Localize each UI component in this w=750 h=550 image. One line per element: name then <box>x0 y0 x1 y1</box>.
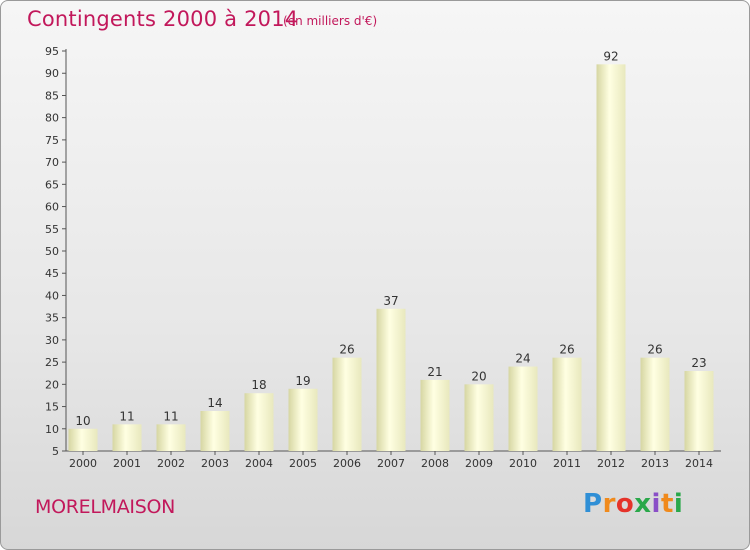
data-label: 10 <box>75 414 90 428</box>
y-tick-label: 70 <box>45 156 59 169</box>
data-labels: 10 11 11 14 18 19 26 37 21 20 24 26 92 26 23 <box>75 49 706 427</box>
y-tick-label: 60 <box>45 201 59 214</box>
x-tick-label: 2010 <box>509 457 537 470</box>
x-tick-label: 2011 <box>553 457 581 470</box>
data-label: 23 <box>691 356 706 370</box>
bar <box>68 428 98 451</box>
chart-title: Contingents 2000 à 2014 <box>27 7 299 31</box>
data-label: 14 <box>207 396 222 410</box>
x-tick-label: 2001 <box>113 457 141 470</box>
y-tick-label: 50 <box>45 245 59 258</box>
bar <box>684 371 714 451</box>
y-tick-label: 55 <box>45 223 59 236</box>
data-label: 26 <box>559 343 574 357</box>
y-tick-label: 80 <box>45 112 59 125</box>
x-tick-label: 2007 <box>377 457 405 470</box>
bar <box>552 357 582 451</box>
y-tick-label: 10 <box>45 423 59 436</box>
x-tick-label: 2000 <box>69 457 97 470</box>
y-tick-label: 30 <box>45 334 59 347</box>
data-label: 21 <box>427 365 442 379</box>
bar <box>288 388 318 451</box>
x-tick-label: 2003 <box>201 457 229 470</box>
bar <box>332 357 362 451</box>
bar <box>508 366 538 451</box>
y-tick-label: 40 <box>45 289 59 302</box>
y-tick-label: 25 <box>45 356 59 369</box>
y-tick-label: 75 <box>45 134 59 147</box>
chart-subtitle: (en milliers d'€) <box>283 14 378 28</box>
x-tick-label: 2012 <box>597 457 625 470</box>
y-tick-label: 20 <box>45 378 59 391</box>
bars <box>68 64 714 452</box>
data-label: 18 <box>251 378 266 392</box>
y-tick-label: 65 <box>45 178 59 191</box>
x-tick-label: 2006 <box>333 457 361 470</box>
y-tick-label: 35 <box>45 312 59 325</box>
bar <box>244 393 274 451</box>
data-label: 11 <box>119 409 134 423</box>
bar <box>596 64 626 452</box>
x-tick-label: 2014 <box>685 457 713 470</box>
bar <box>156 424 186 451</box>
y-tick-label: 90 <box>45 67 59 80</box>
y-tick-label: 15 <box>45 401 59 414</box>
y-tick-label: 95 <box>45 45 59 58</box>
data-label: 37 <box>383 294 398 308</box>
y-tick-label: 45 <box>45 267 59 280</box>
bar <box>200 411 230 451</box>
data-label: 11 <box>163 409 178 423</box>
commune-name: MORELMAISON <box>35 496 176 518</box>
x-tick-label: 2008 <box>421 457 449 470</box>
axes: 5 10 15 20 25 30 35 40 45 50 55 60 65 70 75 80 85 90 95 200… <box>45 45 721 470</box>
x-tick-label: 2009 <box>465 457 493 470</box>
proxiti-logo[interactable]: Proxiti <box>583 489 684 519</box>
x-tick-label: 2002 <box>157 457 185 470</box>
bar <box>420 379 450 451</box>
bar <box>464 384 494 451</box>
data-label: 19 <box>295 374 310 388</box>
data-label: 20 <box>471 369 486 383</box>
y-tick-label: 85 <box>45 89 59 102</box>
data-label: 92 <box>603 49 618 63</box>
x-tick-label: 2005 <box>289 457 317 470</box>
data-label: 24 <box>515 352 530 366</box>
bar <box>640 357 670 451</box>
x-tick-label: 2013 <box>641 457 669 470</box>
bar <box>112 424 142 451</box>
y-tick-label: 5 <box>52 445 59 458</box>
data-label: 26 <box>647 343 662 357</box>
x-tick-label: 2004 <box>245 457 273 470</box>
bar <box>376 308 406 451</box>
data-label: 26 <box>339 343 354 357</box>
